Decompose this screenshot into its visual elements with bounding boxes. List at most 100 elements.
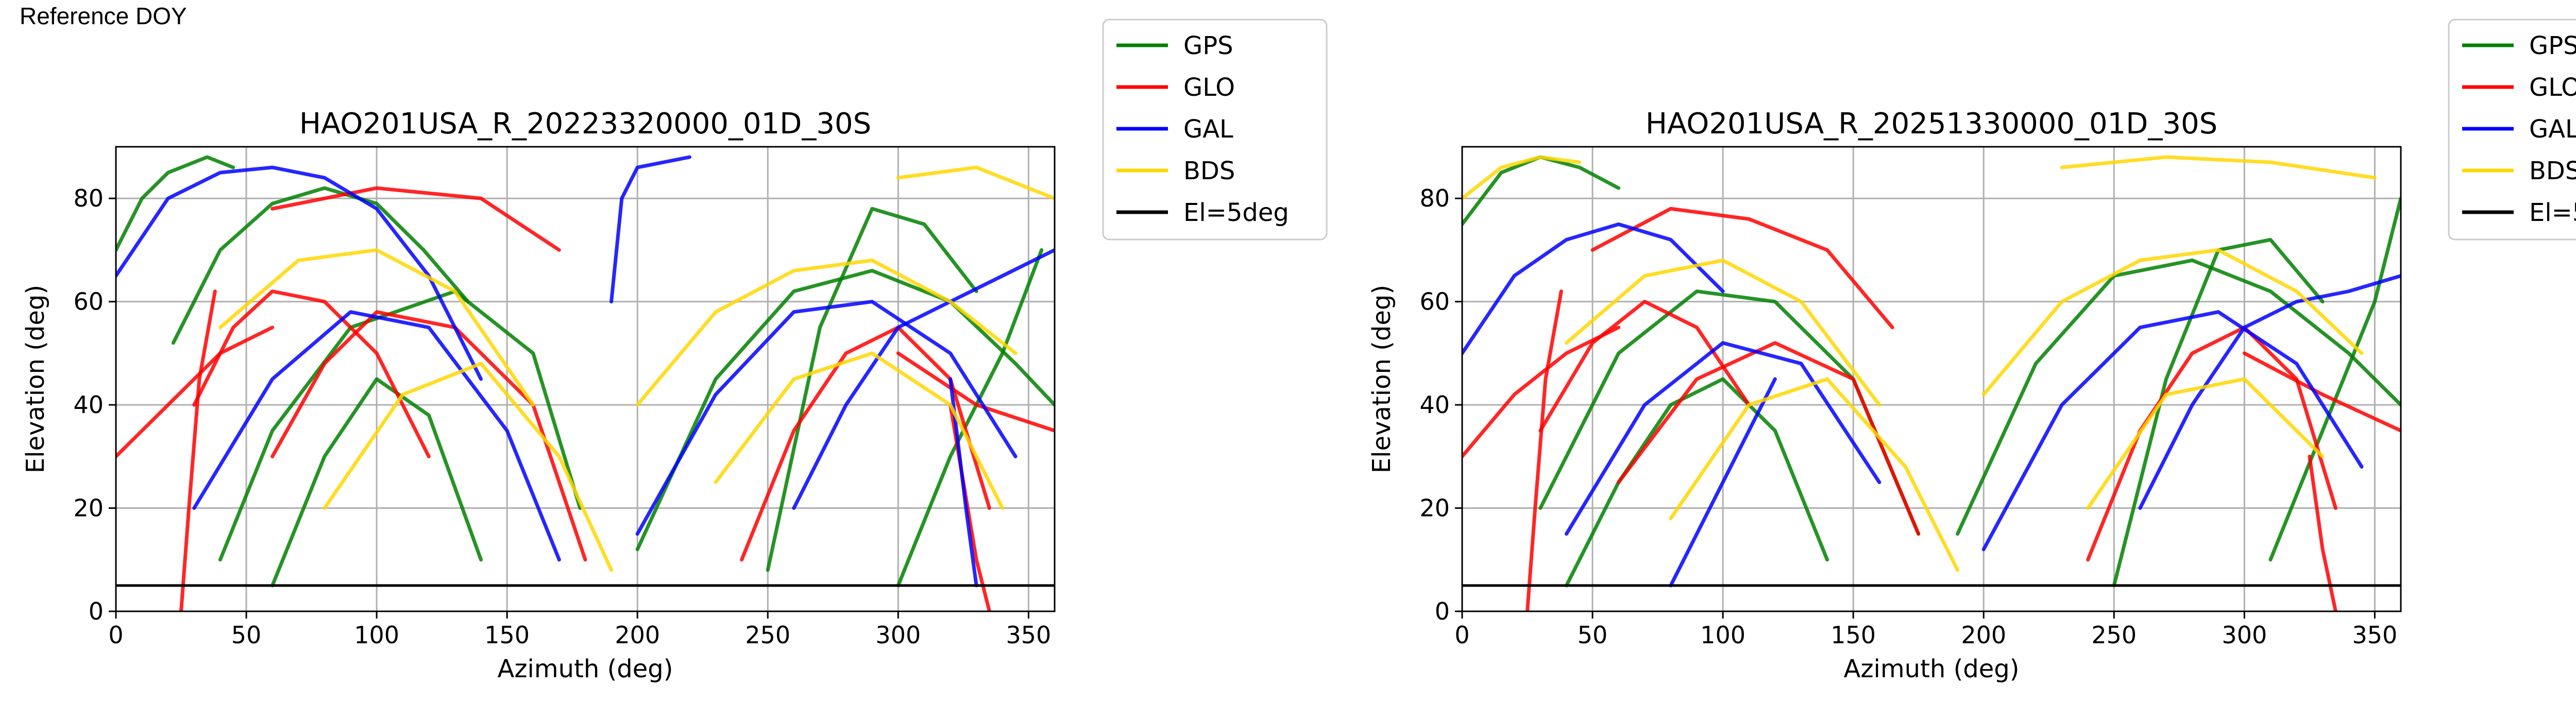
x-tick-label: 300 xyxy=(875,621,921,649)
chart-right: 0 50 100 150 200 250 300 350 0 20 40 60 80 HAO201USA_… xyxy=(1367,19,2576,683)
y-tick-label: 40 xyxy=(1419,391,1450,419)
track-gps xyxy=(2112,237,2325,588)
legend-label: El=5deg xyxy=(2529,198,2576,227)
track-bds xyxy=(1564,258,1882,407)
track-glo xyxy=(1538,300,1751,433)
legend-box xyxy=(1102,19,1328,241)
track-glo xyxy=(192,289,431,458)
track-glo xyxy=(2086,325,2337,562)
y-tick-label: 40 xyxy=(73,391,104,419)
track-glo xyxy=(1462,325,1621,458)
figure-corner-label: Reference DOY xyxy=(20,3,187,29)
legend: GPS GLO GAL BDS El=5deg xyxy=(2448,19,2576,241)
legend-label: BDS xyxy=(1183,157,1235,185)
track-glo xyxy=(896,351,1055,433)
track-gps xyxy=(116,155,235,252)
x-tick-label: 200 xyxy=(615,621,660,649)
chart-title: HAO201USA_R_20251330000_01D_30S xyxy=(1646,107,2217,141)
track-gal xyxy=(2138,274,2401,510)
track-bds xyxy=(896,165,1055,200)
legend-label: GPS xyxy=(2529,31,2576,60)
y-axis-label: Elevation (deg) xyxy=(21,285,50,473)
satellite-tracks xyxy=(116,155,1055,611)
track-glo xyxy=(116,325,275,458)
track-gal xyxy=(1669,377,1777,588)
track-bds xyxy=(714,351,1005,510)
track-gps xyxy=(1462,155,1621,226)
track-gps xyxy=(766,207,978,572)
x-tick-label: 50 xyxy=(1578,621,1608,649)
track-glo xyxy=(179,289,217,611)
track-bds xyxy=(1669,377,1960,572)
track-glo xyxy=(270,186,561,252)
satellite-tracks xyxy=(1462,155,2401,611)
track-gal xyxy=(792,248,1055,510)
y-tick-label: 0 xyxy=(1435,597,1450,625)
y-tick-label: 80 xyxy=(73,184,104,212)
track-glo xyxy=(1617,341,1921,536)
track-gps xyxy=(1538,289,1921,536)
x-tick-label: 250 xyxy=(745,621,790,649)
x-tick-label: 350 xyxy=(2352,621,2397,649)
legend-label: GLO xyxy=(1183,73,1235,102)
x-tick-label: 250 xyxy=(2091,621,2137,649)
track-bds xyxy=(218,248,535,407)
track-gal xyxy=(1564,341,1882,536)
track-gps xyxy=(2268,196,2401,562)
track-gal xyxy=(192,310,561,562)
legend-label: GPS xyxy=(1183,31,1233,60)
axes-frame xyxy=(115,146,1056,612)
track-bds xyxy=(2060,155,2377,180)
legend-label: BDS xyxy=(2529,157,2576,185)
legend-label: El=5deg xyxy=(1183,198,1289,227)
x-tick-label: 50 xyxy=(231,621,262,649)
y-tick-label: 60 xyxy=(1419,288,1450,316)
x-tick-label: 100 xyxy=(354,621,399,649)
track-glo xyxy=(1590,207,1894,330)
y-axis-label: Elevation (deg) xyxy=(1367,285,1396,473)
x-axis-label: Azimuth (deg) xyxy=(1844,655,2020,683)
track-glo xyxy=(740,325,991,562)
x-tick-label: 300 xyxy=(2222,621,2267,649)
x-tick-label: 150 xyxy=(1831,621,1876,649)
track-glo xyxy=(270,310,587,562)
track-gal xyxy=(1981,310,2364,552)
y-tick-label: 0 xyxy=(89,597,104,625)
x-tick-label: 150 xyxy=(484,621,530,649)
x-tick-label: 350 xyxy=(1006,621,1051,649)
track-gps xyxy=(171,186,470,345)
track-bds xyxy=(635,258,1018,407)
x-tick-label: 0 xyxy=(108,621,123,649)
grid-lines xyxy=(1461,147,2401,612)
x-tick-label: 200 xyxy=(1961,621,2006,649)
track-gal xyxy=(948,377,978,588)
x-tick-label: 0 xyxy=(1454,621,1469,649)
x-axis-label: Azimuth (deg) xyxy=(498,655,673,683)
track-gal xyxy=(609,155,691,304)
legend: GPS GLO GAL BDS El=5deg xyxy=(1102,19,1328,241)
track-bds xyxy=(323,362,614,572)
axes-frame xyxy=(1461,146,2402,612)
y-tick-label: 20 xyxy=(1419,494,1450,522)
track-gal xyxy=(635,300,1018,536)
chart-left: 0 50 100 150 200 250 300 350 0 20 40 60 80 HAO201USA_… xyxy=(21,19,1328,683)
track-bds xyxy=(1981,248,2364,397)
track-gps xyxy=(635,269,1055,552)
legend-label: GLO xyxy=(2529,73,2576,102)
track-glo xyxy=(2308,454,2337,611)
legend-label: GAL xyxy=(1183,115,1233,144)
y-tick-label: 60 xyxy=(73,288,104,316)
x-tick-label: 100 xyxy=(1700,621,1745,649)
track-gal xyxy=(116,165,483,381)
y-tick-label: 20 xyxy=(73,494,104,522)
track-gal xyxy=(1462,222,1725,355)
track-gps xyxy=(218,289,582,562)
track-glo xyxy=(1526,289,1563,611)
track-bds xyxy=(1462,155,1582,200)
chart-title: HAO201USA_R_20223320000_01D_30S xyxy=(299,107,871,141)
y-tick-label: 80 xyxy=(1419,184,1450,212)
track-gps xyxy=(1956,258,2401,536)
track-gps xyxy=(1564,377,1829,588)
track-glo xyxy=(2242,351,2401,433)
